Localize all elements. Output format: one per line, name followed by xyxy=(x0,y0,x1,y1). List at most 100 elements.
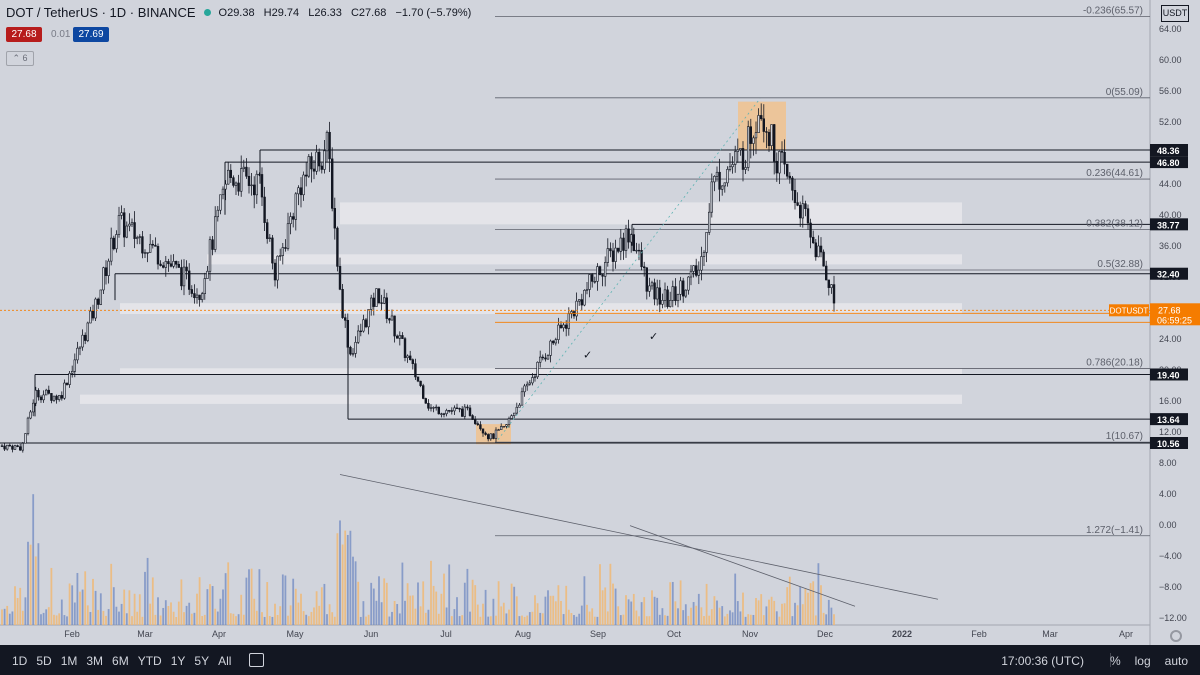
candle-body xyxy=(715,171,719,177)
candle-body xyxy=(169,263,173,267)
candle-body xyxy=(5,444,9,450)
x-tick-label: Apr xyxy=(212,629,226,639)
range-1m[interactable]: 1M xyxy=(60,654,78,668)
volume-bar xyxy=(588,611,591,625)
candle-body xyxy=(50,393,53,401)
volume-bar xyxy=(396,604,399,625)
volume-bar xyxy=(557,585,560,625)
volume-bar xyxy=(817,563,820,625)
candle-body xyxy=(611,250,615,262)
candle-body xyxy=(227,169,230,185)
spread-value: 0.01 xyxy=(51,29,71,40)
volume-bar xyxy=(177,601,180,625)
candle-body xyxy=(149,243,152,253)
volume-bar xyxy=(687,615,690,625)
candle-body xyxy=(164,261,167,268)
volume-bar xyxy=(71,585,74,625)
x-tick-label: Oct xyxy=(667,629,682,639)
candle-body xyxy=(260,174,264,198)
volume-bar xyxy=(359,616,362,625)
volume-bar xyxy=(63,615,66,625)
volume-bar xyxy=(783,603,786,625)
bottom-toolbar: 1D 5D 1M 3M 6M YTD 1Y 5Y All 17:00:36 (U… xyxy=(0,645,1200,675)
volume-bar xyxy=(427,609,430,625)
volume-bar xyxy=(827,599,830,625)
candle-body xyxy=(793,190,797,203)
candle-body xyxy=(0,445,4,447)
candle-body xyxy=(63,382,66,399)
volume-bar xyxy=(414,608,417,625)
range-all[interactable]: All xyxy=(218,654,232,668)
buy-price-button[interactable]: 27.69 xyxy=(73,27,109,42)
candle-body xyxy=(159,263,162,266)
candle-body xyxy=(832,284,836,304)
market-status-dot xyxy=(203,9,211,16)
candle-body xyxy=(263,196,266,223)
volume-bar xyxy=(89,611,92,625)
log-toggle[interactable]: log xyxy=(1134,654,1151,668)
candle-body xyxy=(637,249,641,252)
candle-body xyxy=(224,183,227,190)
volume-bar xyxy=(479,616,482,625)
volume-bar xyxy=(112,587,115,625)
range-1d[interactable]: 1D xyxy=(12,654,28,668)
calendar-icon[interactable] xyxy=(249,653,264,667)
volume-bar xyxy=(664,615,666,625)
utc-clock[interactable]: 17:00:36 (UTC) xyxy=(1001,654,1084,668)
currency-button[interactable]: USDT xyxy=(1161,5,1189,22)
x-tick-label: Aug xyxy=(515,629,531,639)
range-ytd[interactable]: YTD xyxy=(137,654,162,668)
price-level-tag-label: 32.40 xyxy=(1157,270,1180,280)
candle-body xyxy=(16,445,19,448)
candle-body xyxy=(317,151,321,167)
volume-bar xyxy=(513,586,516,625)
candle-body xyxy=(182,266,186,287)
volume-bar xyxy=(346,534,349,625)
candle-body xyxy=(609,248,612,252)
sell-price-button[interactable]: 27.68 xyxy=(6,27,42,42)
candle-body xyxy=(232,177,235,186)
range-6m[interactable]: 6M xyxy=(112,654,129,668)
price-level-tag-label: 19.40 xyxy=(1157,370,1180,380)
volume-bar xyxy=(172,611,175,625)
candle-body xyxy=(466,406,469,409)
candle-body xyxy=(76,347,79,361)
volume-bar xyxy=(37,543,40,625)
volume-bar xyxy=(521,615,523,625)
volume-bar xyxy=(695,605,698,625)
candle-body xyxy=(154,244,157,247)
price-chart[interactable]: -0.236(65.57) 0(55.09) 0.236(44.61) 0.382(3… xyxy=(0,0,1200,645)
candle-body xyxy=(453,407,456,412)
volume-bar xyxy=(105,615,107,625)
y-tick-label: 44.00 xyxy=(1159,179,1182,189)
candle-body xyxy=(60,395,64,399)
auto-toggle[interactable]: auto xyxy=(1164,654,1188,668)
range-5y[interactable]: 5Y xyxy=(194,654,210,668)
range-1y[interactable]: 1Y xyxy=(170,654,186,668)
volume-bar xyxy=(305,614,308,625)
candle-body xyxy=(234,182,238,186)
candle-body xyxy=(588,274,591,290)
candle-body xyxy=(110,237,113,262)
volume-bar xyxy=(809,583,812,625)
candle-body xyxy=(733,151,737,165)
volume-bar xyxy=(94,590,97,625)
volume-bar xyxy=(372,588,375,625)
symbol-title[interactable]: DOT / TetherUS · 1D · BINANCE xyxy=(6,5,196,20)
candle-body xyxy=(408,355,412,360)
candle-body xyxy=(89,310,92,324)
candle-body xyxy=(406,355,409,358)
range-3m[interactable]: 3M xyxy=(86,654,104,668)
candle-body xyxy=(788,175,792,179)
volume-bar xyxy=(796,605,799,625)
range-5d[interactable]: 5D xyxy=(36,654,52,668)
indicators-collapse-button[interactable]: ⌃ 6 xyxy=(6,51,34,66)
candle-body xyxy=(455,407,459,409)
volume-bar xyxy=(775,611,778,625)
settings-gear-icon[interactable] xyxy=(1170,630,1182,642)
x-tick-label: Mar xyxy=(137,629,153,639)
candle-body xyxy=(395,335,399,339)
candle-body xyxy=(278,255,282,257)
candle-body xyxy=(723,182,727,187)
percent-toggle[interactable]: % xyxy=(1109,654,1121,668)
